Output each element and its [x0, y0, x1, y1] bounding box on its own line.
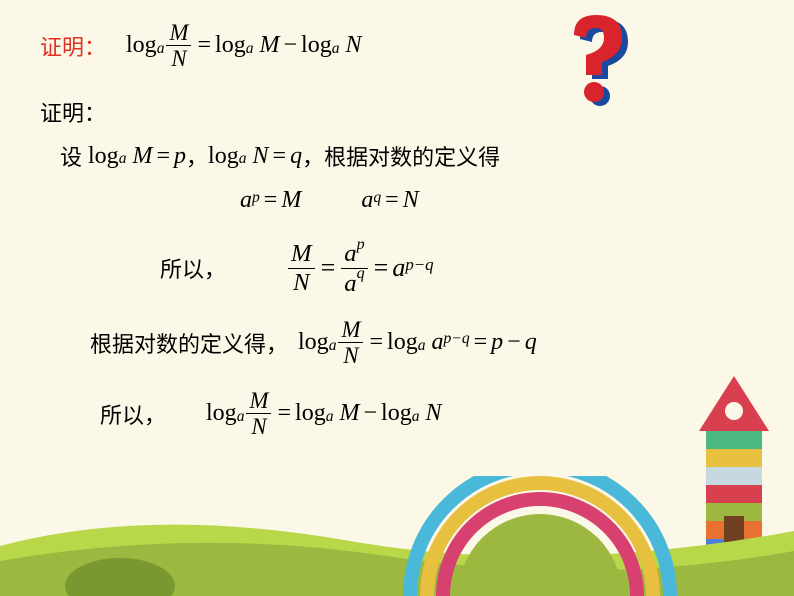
line-3: 设 loga M =p ， loga N =q ，根据对数的定义得: [60, 140, 754, 172]
house-icon: [694, 376, 774, 556]
so-label-2: 所以，: [100, 398, 166, 430]
eq-logM: loga M =p: [82, 143, 186, 170]
eq-ap: ap =M: [240, 187, 301, 214]
eq-frac: MN = ap aq = ap−q: [286, 239, 434, 297]
so-label-1: 所以，: [160, 252, 226, 284]
proof-label-red: 证明：: [40, 30, 106, 62]
eq1: loga MN = loga M − loga N: [126, 20, 362, 71]
line-6: 根据对数的定义得， loga MN = loga ap−q = p−q: [90, 317, 754, 368]
line-4: ap =M aq =N: [240, 187, 754, 214]
definition-text-2: 根据对数的定义得，: [90, 327, 288, 359]
eq-logN: loga N =q: [208, 143, 302, 170]
slide-content: 证明： loga MN = loga M − loga N 证明： 设 loga…: [0, 0, 794, 471]
ground-decoration: [0, 476, 794, 596]
line-2: 证明：: [40, 96, 754, 128]
eq-result1: loga MN = loga ap−q = p−q: [298, 317, 537, 368]
eq-aq: aq =N: [361, 187, 418, 214]
comma1: ，: [186, 140, 208, 172]
line-1: 证明： loga MN = loga M − loga N: [40, 20, 754, 71]
eq-final: loga MN = loga M − loga N: [206, 388, 442, 439]
question-mark-icon: [554, 10, 644, 120]
line-7: 所以， loga MN = loga M − loga N: [100, 388, 754, 439]
definition-text: ，根据对数的定义得: [302, 140, 500, 172]
let-label: 设: [60, 140, 82, 172]
proof-label: 证明：: [40, 96, 106, 128]
line-5: 所以， MN = ap aq = ap−q: [160, 239, 754, 297]
